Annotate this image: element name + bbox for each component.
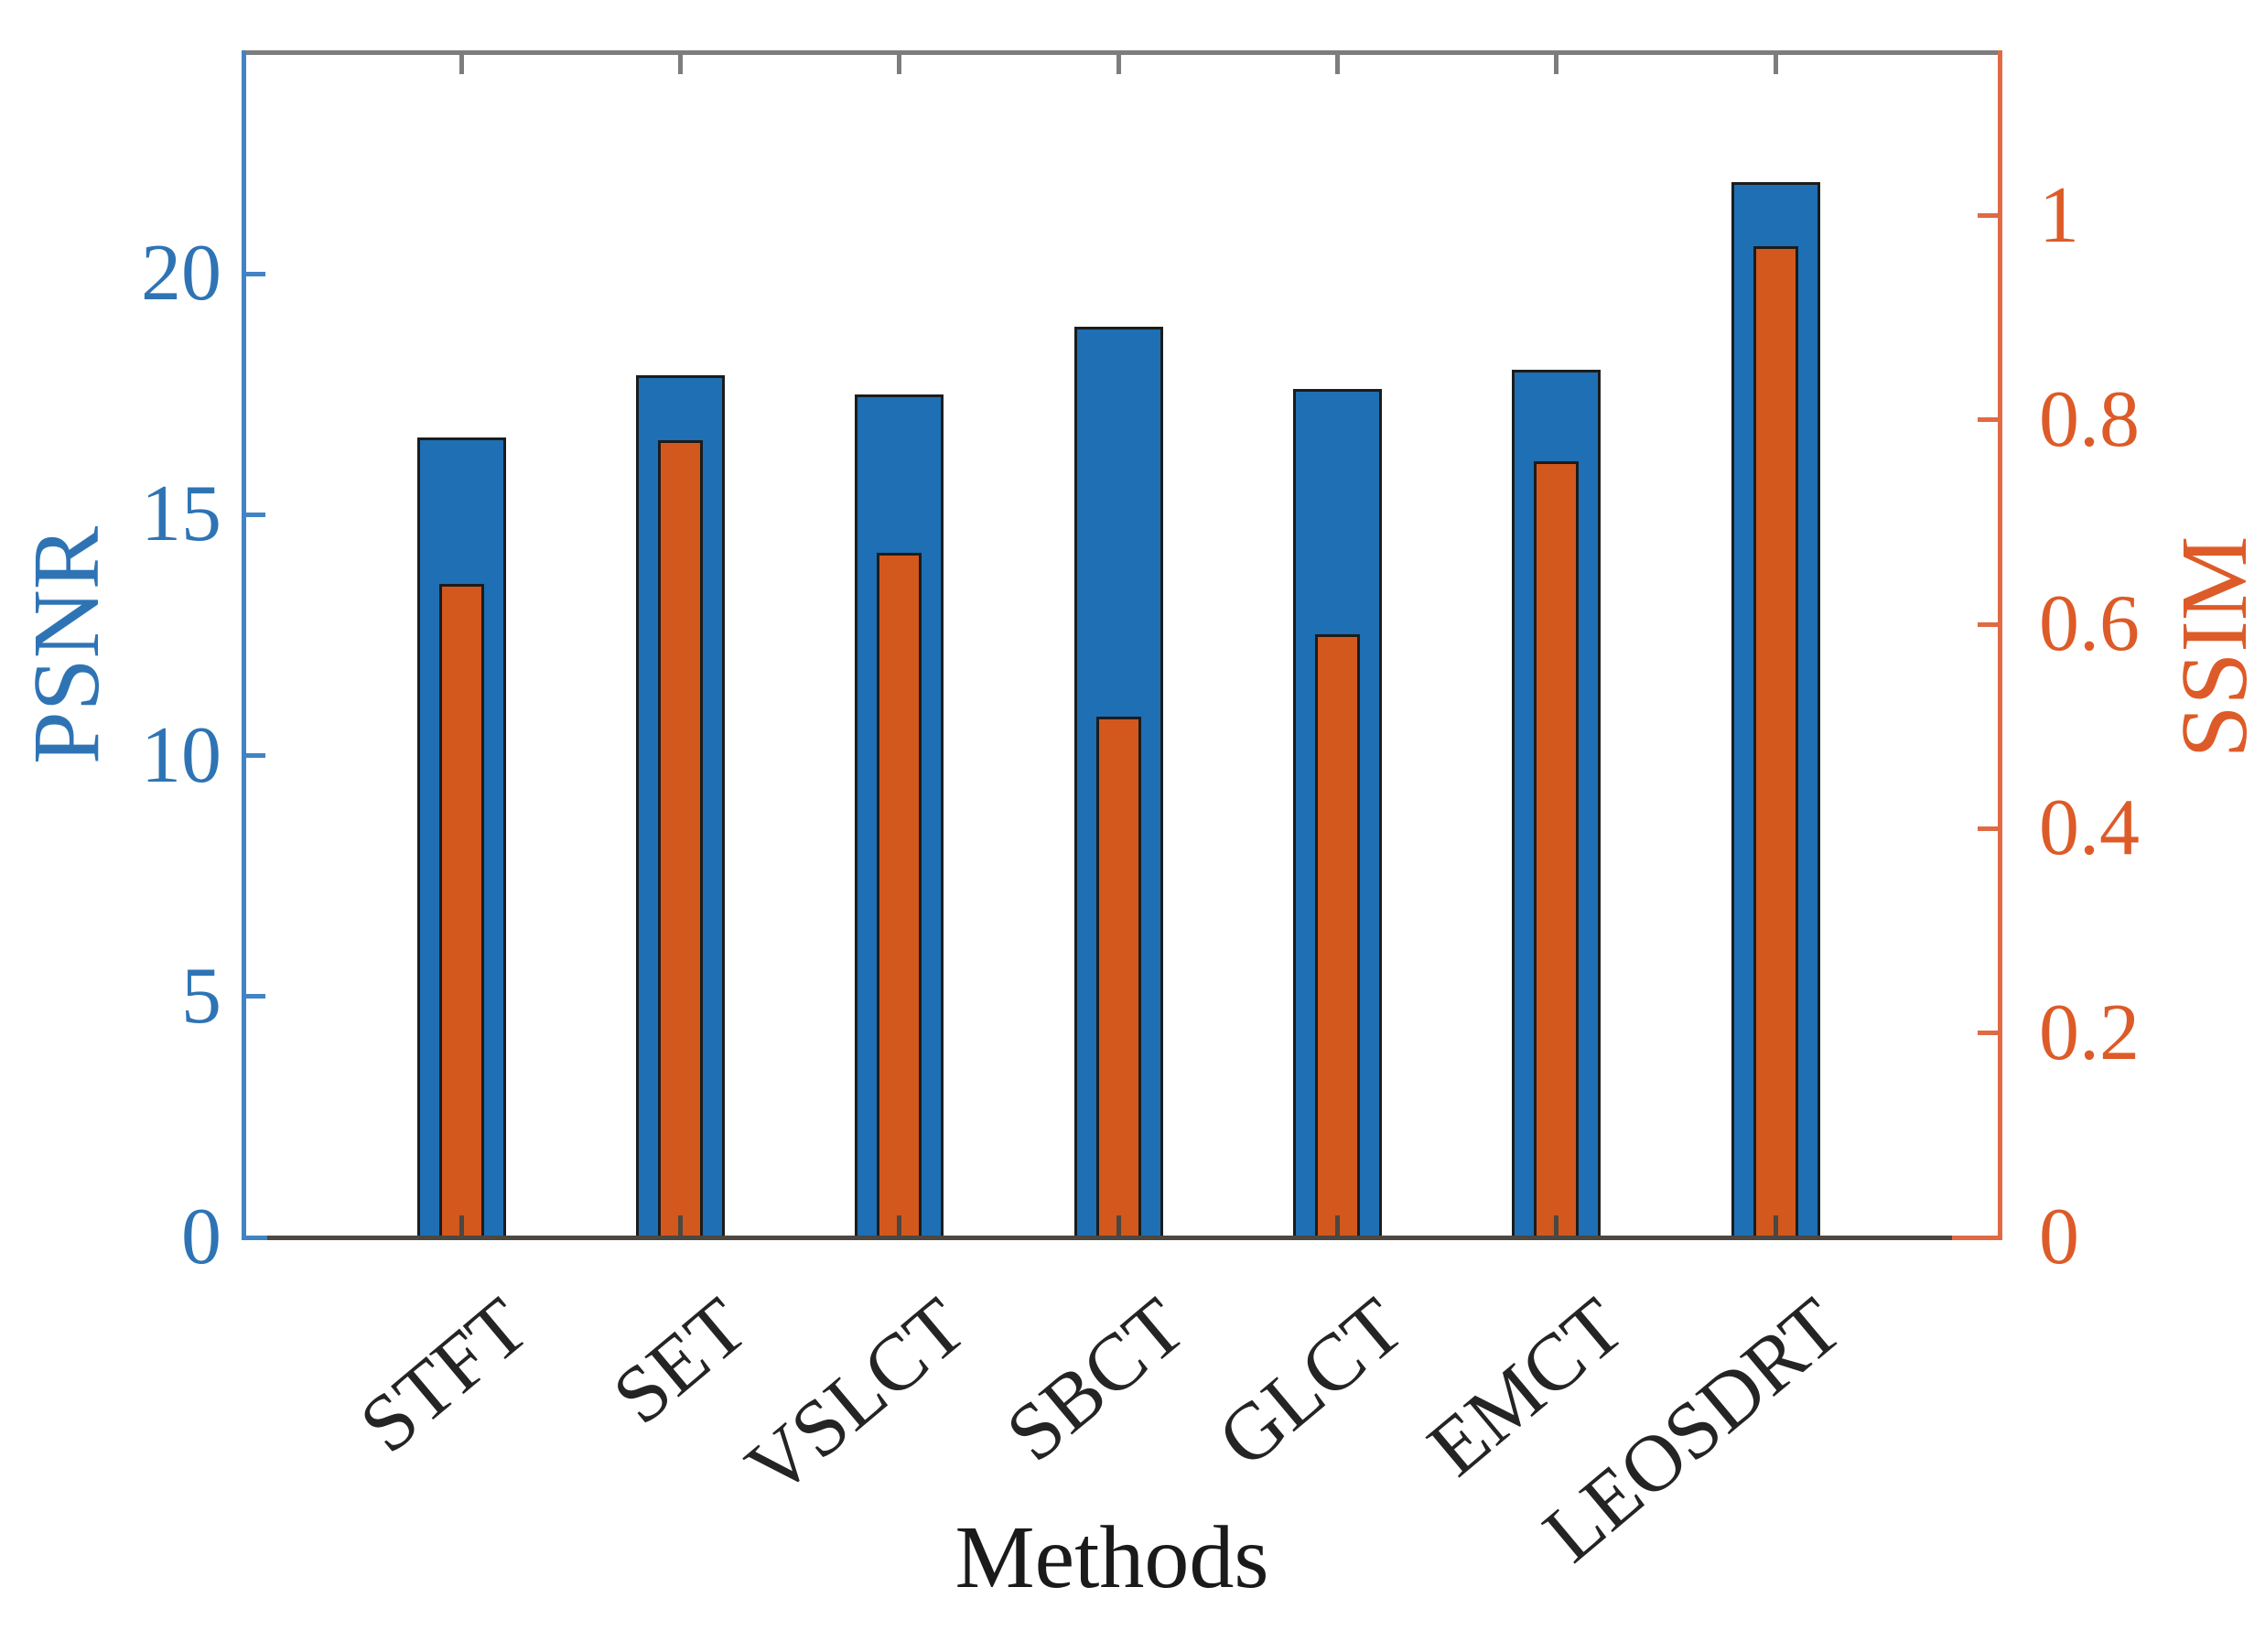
psnr-tick-label-0: 0: [181, 1193, 221, 1281]
ssim-tick-0_8: [1978, 417, 2000, 422]
x-tick-bottom-vslct: [897, 1215, 901, 1237]
ssim-tick-label-0_8: 0.8: [2039, 375, 2140, 464]
ssim-tick-0_4: [1978, 826, 2000, 831]
bar-ssim-emct: [1534, 461, 1579, 1239]
ssim-tick-label-1: 1: [2039, 171, 2079, 260]
x-tick-bottom-stft: [459, 1215, 464, 1237]
bar-ssim-sbct: [1096, 717, 1141, 1239]
psnr-axis-title: PSNR: [14, 525, 119, 765]
psnr-tick-20: [243, 272, 265, 276]
x-tick-label-glct: GLCT: [1202, 1281, 1421, 1485]
psnr-tick-label-15: 15: [141, 470, 221, 558]
x-tick-bottom-leosdrt: [1774, 1215, 1778, 1237]
ssim-tick-label-0_6: 0.6: [2039, 579, 2140, 668]
bar-ssim-glct: [1315, 634, 1360, 1239]
psnr-tick-label-10: 10: [141, 711, 221, 800]
x-tick-top-sbct: [1116, 52, 1121, 74]
x-tick-top-stft: [459, 52, 464, 74]
x-tick-bottom-emct: [1554, 1215, 1559, 1237]
ssim-tick-1: [1978, 213, 2000, 218]
x-tick-bottom-sbct: [1116, 1215, 1121, 1237]
ssim-axis-title: SSIM: [2162, 535, 2265, 759]
psnr-tick-5: [243, 994, 265, 999]
x-tick-top-set: [678, 52, 683, 74]
ssim-axis-line: [1998, 50, 2002, 1240]
psnr-axis-line: [242, 50, 246, 1240]
x-tick-top-emct: [1554, 52, 1559, 74]
x-tick-top-glct: [1335, 52, 1340, 74]
x-tick-top-vslct: [897, 52, 901, 74]
ssim-tick-0_6: [1978, 622, 2000, 627]
bar-ssim-vslct: [877, 553, 922, 1239]
psnr-tick-10: [243, 753, 265, 758]
psnr-tick-label-20: 20: [141, 229, 221, 318]
ssim-tick-label-0_2: 0.2: [2039, 988, 2140, 1077]
left-axis-corner: [243, 1236, 267, 1240]
plot-top-spine: [243, 50, 2000, 55]
psnr-tick-15: [243, 513, 265, 517]
x-tick-label-stft: STFT: [343, 1281, 545, 1471]
ssim-tick-0_2: [1978, 1031, 2000, 1035]
ssim-tick-label-0_4: 0.4: [2039, 783, 2140, 872]
plot-x-axis-line: [243, 1236, 2000, 1240]
bar-ssim-leosdrt: [1753, 246, 1798, 1239]
x-tick-label-set: SET: [596, 1281, 764, 1442]
x-tick-label-sbct: SBCT: [990, 1281, 1203, 1479]
bar-ssim-stft: [439, 584, 484, 1239]
x-tick-top-leosdrt: [1774, 52, 1778, 74]
bar-ssim-set: [658, 440, 703, 1239]
x-axis-title: Methods: [955, 1508, 1269, 1607]
x-tick-bottom-glct: [1335, 1215, 1340, 1237]
ssim-tick-label-0: 0: [2039, 1193, 2079, 1281]
psnr-tick-label-5: 5: [181, 952, 221, 1041]
right-axis-corner: [1952, 1236, 2000, 1240]
x-tick-label-vslct: VSLCT: [730, 1281, 984, 1514]
x-tick-bottom-set: [678, 1215, 683, 1237]
